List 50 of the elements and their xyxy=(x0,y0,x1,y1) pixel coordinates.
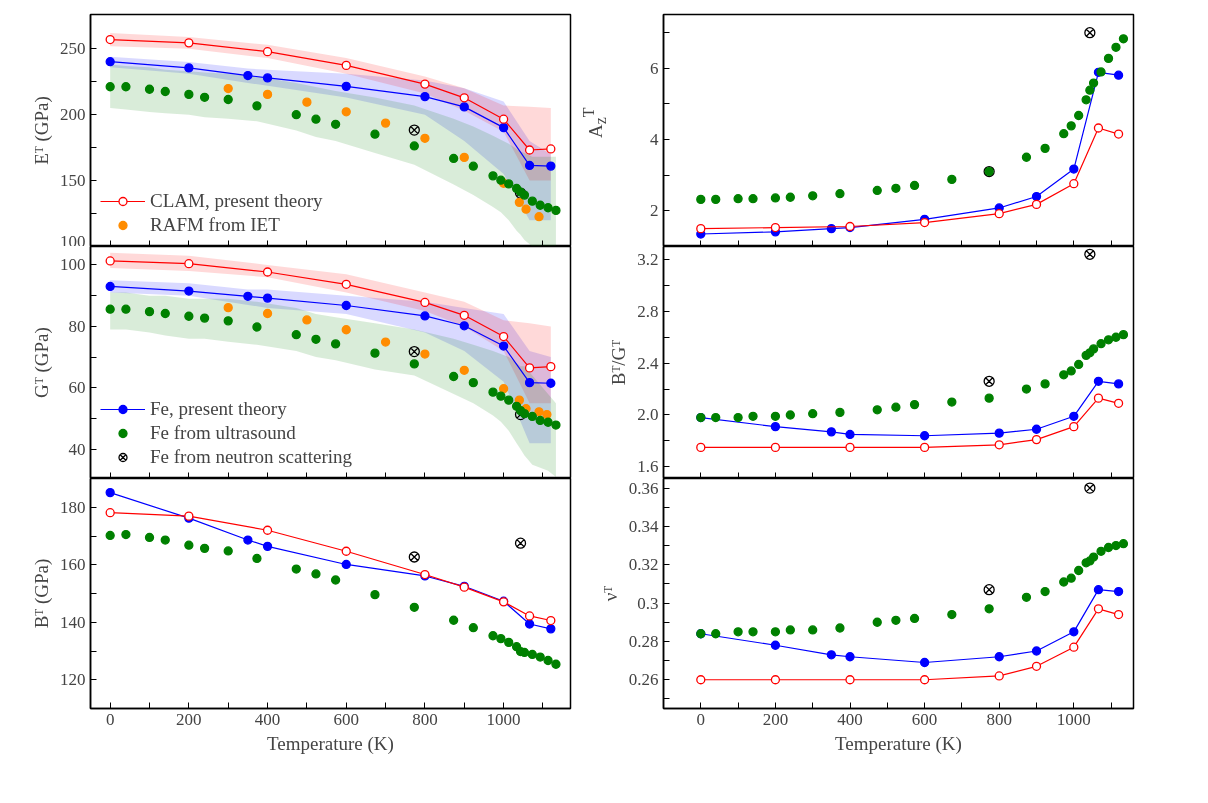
y-axis-title: Eᵀ (GPa) xyxy=(31,96,53,165)
x-tick-label: 200 xyxy=(176,709,202,729)
y-axis-title: νᵀ xyxy=(599,585,621,602)
y-tick-label: 100 xyxy=(60,231,86,251)
x-tick-label: 800 xyxy=(412,709,438,729)
legend-label: Fe from ultrasound xyxy=(150,422,296,444)
y-tick-label: 6 xyxy=(650,58,659,78)
legend-label: Fe, present theory xyxy=(150,398,287,420)
y-axis-title: Bᵀ/Gᵀ xyxy=(608,339,630,386)
y-tick-label: 2.4 xyxy=(637,353,659,373)
y-tick-label: 0.34 xyxy=(628,516,659,536)
x-tick-label: 1000 xyxy=(1056,709,1091,729)
y-axis-title: Gᵀ (GPa) xyxy=(31,327,53,398)
legend-label: RAFM from IET xyxy=(150,214,280,236)
x-tick-label: 400 xyxy=(837,709,863,729)
y-tick-label: 60 xyxy=(68,378,86,398)
legend-label: CLAM, present theory xyxy=(150,190,323,212)
x-tick-label: 200 xyxy=(762,709,789,729)
x-tick-label: 1000 xyxy=(486,709,521,729)
y-tick-label: 0.3 xyxy=(637,593,659,613)
x-tick-label: 800 xyxy=(986,709,1012,729)
legend-label: Fe from neutron scattering xyxy=(150,446,353,468)
y-tick-label: 0.32 xyxy=(628,555,659,575)
x-tick-label: 0 xyxy=(105,709,115,729)
y-tick-label: 4 xyxy=(650,129,659,149)
y-tick-label: 140 xyxy=(60,612,86,632)
y-tick-label: 0.28 xyxy=(628,631,659,651)
y-tick-label: 80 xyxy=(68,316,86,336)
x-tick-label: 0 xyxy=(696,709,706,729)
y-tick-label: 200 xyxy=(60,105,86,125)
y-tick-label: 2.0 xyxy=(637,405,659,425)
y-axis-title: Bᵀ (GPa) xyxy=(31,558,53,629)
y-tick-label: 2 xyxy=(650,201,659,221)
x-axis-title: Temperature (K) xyxy=(267,732,394,755)
y-tick-label: 1.6 xyxy=(637,457,659,477)
x-tick-label: 600 xyxy=(333,709,359,729)
y-tick-label: 40 xyxy=(68,439,86,459)
y-tick-label: 120 xyxy=(60,670,86,690)
y-tick-label: 100 xyxy=(60,255,86,275)
y-tick-label: 180 xyxy=(60,497,86,517)
x-axis-title: Temperature (K) xyxy=(835,732,962,755)
y-tick-label: 2.8 xyxy=(637,301,659,321)
y-tick-label: 250 xyxy=(60,39,86,59)
y-tick-label: 3.2 xyxy=(637,249,659,269)
y-tick-label: 150 xyxy=(60,171,86,191)
x-tick-label: 600 xyxy=(911,709,938,729)
y-tick-label: 0.36 xyxy=(628,478,659,498)
y-tick-label: 160 xyxy=(60,555,86,575)
x-tick-label: 400 xyxy=(254,709,281,729)
y-tick-label: 0.26 xyxy=(628,670,659,690)
